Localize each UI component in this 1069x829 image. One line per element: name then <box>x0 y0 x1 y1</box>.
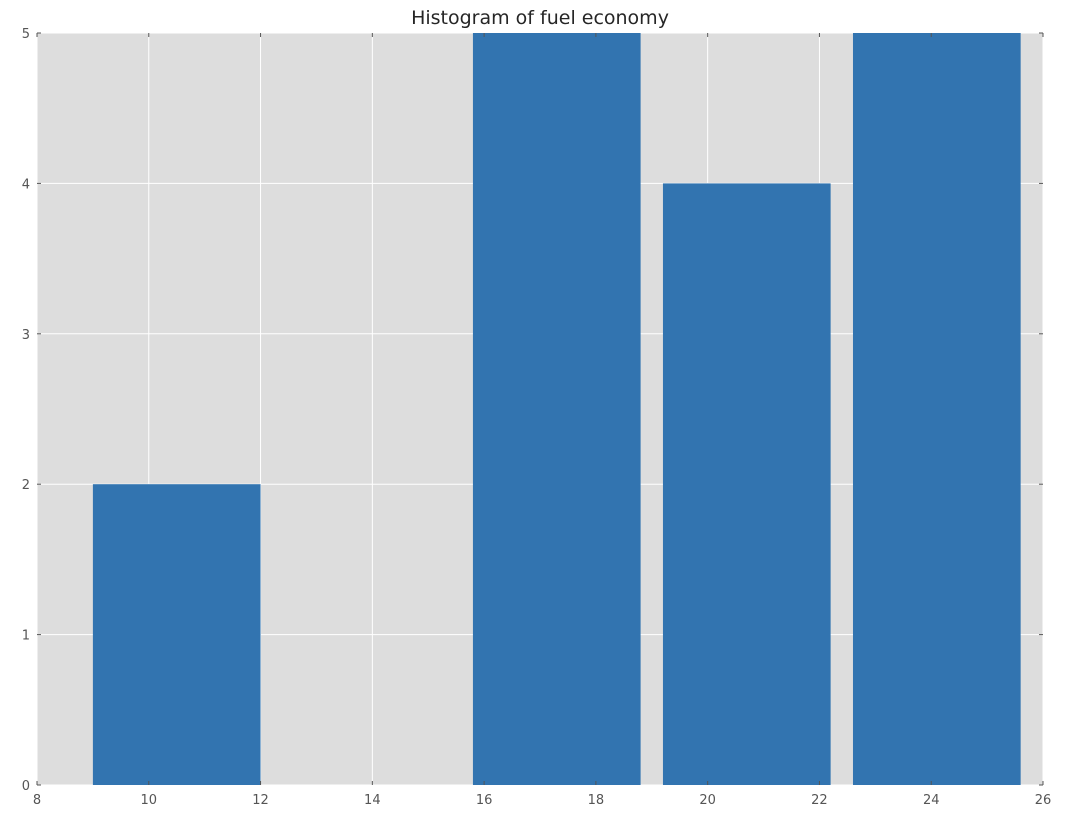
x-tick-label: 18 <box>588 793 605 808</box>
histogram-bar <box>662 183 831 785</box>
y-tick-label: 0 <box>22 779 30 794</box>
x-tick-label: 24 <box>923 793 940 808</box>
x-tick-label: 26 <box>1035 793 1052 808</box>
axis-ticks <box>36 32 1044 786</box>
histogram-bar <box>92 484 261 785</box>
histogram-bar <box>472 33 641 785</box>
x-tick-label: 16 <box>476 793 493 808</box>
x-tick-label: 22 <box>811 793 828 808</box>
x-tick-label: 8 <box>33 793 41 808</box>
x-tick-label: 20 <box>699 793 716 808</box>
y-tick-label: 2 <box>22 478 30 493</box>
x-tick-label: 14 <box>364 793 381 808</box>
y-tick-label: 3 <box>22 328 30 343</box>
y-tick-label: 5 <box>22 27 30 42</box>
chart-title: Histogram of fuel economy <box>411 7 669 29</box>
x-tick-label: 12 <box>252 793 269 808</box>
y-tick-label: 1 <box>22 629 30 644</box>
x-tick-label: 10 <box>141 793 158 808</box>
bars <box>92 33 1021 785</box>
histogram-bar <box>852 33 1021 785</box>
y-tick-label: 4 <box>22 177 30 192</box>
